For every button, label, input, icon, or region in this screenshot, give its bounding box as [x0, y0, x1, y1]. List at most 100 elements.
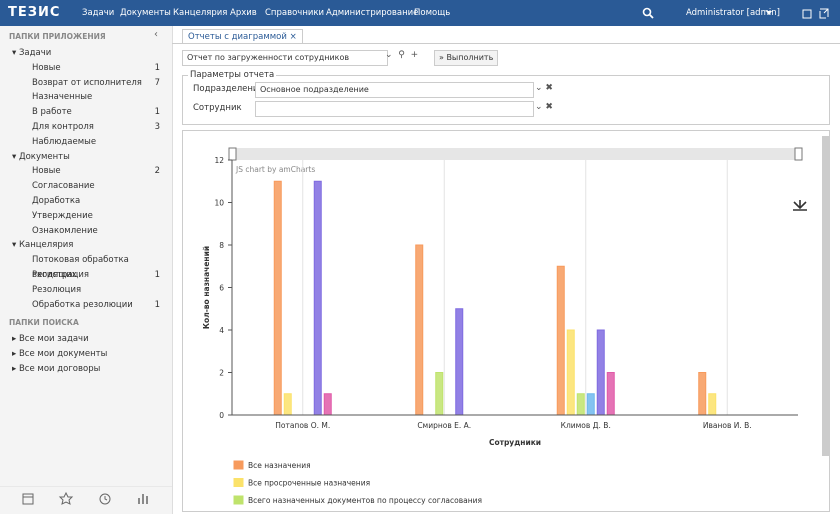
tab[interactable]: Отчеты с диаграммой × [182, 29, 303, 44]
bar [416, 245, 423, 415]
bar [607, 373, 614, 416]
folder-label: Новые [32, 63, 61, 73]
folder-count: 2 [155, 164, 160, 179]
folder[interactable]: Утверждение [32, 209, 160, 224]
folder[interactable]: Согласование [32, 179, 160, 194]
nav-item[interactable]: Администрирование [326, 8, 418, 18]
folder-count: 7 [155, 76, 160, 91]
folder-label: Регистрация [32, 270, 89, 280]
bar [274, 181, 281, 415]
y-tick-label: 8 [219, 241, 224, 250]
folder[interactable]: Новые2 [32, 164, 160, 179]
nav-item[interactable]: Документы [120, 8, 171, 18]
folder-label: Наблюдаемые [32, 137, 96, 147]
bar [557, 266, 564, 415]
sidebar: ‹ ПАПКИ ПРИЛОЖЕНИЯ▾ ЗадачиНовые1Возврат … [0, 26, 173, 514]
folder[interactable]: Резолюция [32, 283, 160, 298]
y-tick-label: 4 [219, 326, 224, 335]
nav-item[interactable]: Архив [230, 8, 257, 18]
chart-scrollbar [232, 148, 800, 160]
group-label: Задачи [19, 48, 51, 58]
legend-label: Все назначения [248, 461, 311, 470]
folder[interactable]: Ознакомление [32, 224, 160, 239]
y-tick-label: 0 [219, 411, 224, 420]
folder[interactable]: Регистрация [32, 268, 160, 283]
search-label: Все мои задачи [19, 334, 89, 344]
scroll-grip[interactable] [795, 148, 802, 160]
folder-count: 1 [155, 298, 160, 313]
bar [284, 394, 291, 415]
y-tick-label: 6 [219, 284, 224, 293]
field-label: Сотрудник [193, 103, 242, 113]
folder[interactable]: Наблюдаемые [32, 135, 160, 150]
y-tick-label: 12 [214, 156, 224, 165]
nav-item[interactable]: Канцелярия [173, 8, 227, 18]
folder-group[interactable]: ▾ Канцелярия [12, 238, 177, 253]
field-buttons[interactable]: ⌄ ✖ [535, 83, 553, 93]
scroll-grip[interactable] [229, 148, 236, 160]
folder-label: Возврат от исполнителя [32, 78, 142, 88]
folder-count: 1 [155, 61, 160, 76]
folder[interactable]: Назначенные [32, 90, 160, 105]
y-tick-label: 2 [219, 369, 224, 378]
run-label: Выполнить [446, 53, 493, 62]
x-tick-label: Потапов О. М. [275, 421, 330, 430]
search-icon[interactable] [642, 7, 654, 19]
logo[interactable]: ТЕЗИС [8, 5, 60, 20]
x-tick-label: Иванов И. В. [703, 421, 752, 430]
nav-item[interactable]: Справочники [265, 8, 324, 18]
navbar: ТЕЗИС Задачи ДокументыКанцелярияАрхив Спра… [0, 0, 840, 26]
search-folder[interactable]: ▸ Все мои договоры [12, 362, 177, 377]
folder-label: Обработка резолюции [32, 300, 133, 310]
bar [709, 394, 716, 415]
field-value: Основное подразделение [260, 85, 369, 94]
nav-item[interactable]: Помощь [414, 8, 450, 18]
bar [567, 330, 574, 415]
folder-label: Утверждение [32, 211, 93, 221]
folder[interactable]: В работе1 [32, 105, 160, 120]
section-title: ПАПКИ ПРИЛОЖЕНИЯ [9, 29, 174, 44]
folder-group[interactable]: ▾ Документы [12, 150, 177, 165]
folder[interactable]: Возврат от исполнителя 7 [32, 76, 160, 91]
group-label: Документы [19, 152, 70, 162]
legend-marker [234, 479, 243, 487]
x-tick-label: Климов Д. В. [561, 421, 611, 430]
legend-marker [234, 496, 243, 504]
folder[interactable]: Потоковая обработка входящих1 [32, 253, 160, 268]
legend-marker [234, 461, 243, 469]
field-input[interactable]: Основное подразделение [255, 82, 534, 98]
run-button[interactable]: » Выполнить [434, 50, 498, 66]
search-folder[interactable]: ▸ Все мои задачи [12, 332, 177, 347]
nav-item[interactable]: Задачи [82, 8, 114, 18]
scrollbar [822, 136, 829, 456]
bar [577, 394, 584, 415]
window-icons[interactable] [801, 8, 831, 19]
credit: JS chart by amCharts [235, 165, 315, 174]
select-buttons[interactable]: ⌄ ⚲ + [385, 50, 418, 60]
folder[interactable]: Обработка резолюции 1 [32, 298, 160, 313]
folder[interactable]: Для контроля 3 [32, 120, 160, 135]
tab-line [172, 43, 840, 44]
params-title: Параметры отчета [188, 70, 276, 80]
folder-label: Согласование [32, 181, 95, 191]
search-label: Все мои договоры [19, 364, 100, 374]
legend-label: Всего назначенных документов по процессу… [248, 496, 482, 505]
tab-title: Отчеты с диаграммой [188, 32, 287, 42]
folder-label: В работе [32, 107, 72, 117]
search-label: Все мои документы [19, 349, 107, 359]
field-buttons[interactable]: ⌄ ✖ [535, 102, 553, 112]
download-icon[interactable] [793, 200, 807, 210]
folder[interactable]: Новые 1 [32, 61, 160, 76]
folder-count: 3 [155, 120, 160, 135]
chart: JS chart by amCharts Потапов О. М.Смирно… [182, 130, 830, 510]
y-axis-title: Кол-во назначений [202, 246, 211, 329]
folder-label: Назначенные [32, 92, 92, 102]
y-tick-label: 10 [214, 199, 224, 208]
report-select[interactable]: Отчет по загруженности сотрудников [182, 50, 388, 66]
search-folder[interactable]: ▸ Все мои документы [12, 347, 177, 362]
folder-group[interactable]: ▾ Задачи [12, 46, 177, 61]
folder-label: Для контроля [32, 122, 94, 132]
field-input[interactable] [255, 101, 534, 117]
folder-label: Ознакомление [32, 226, 98, 236]
folder[interactable]: Доработка [32, 194, 160, 209]
